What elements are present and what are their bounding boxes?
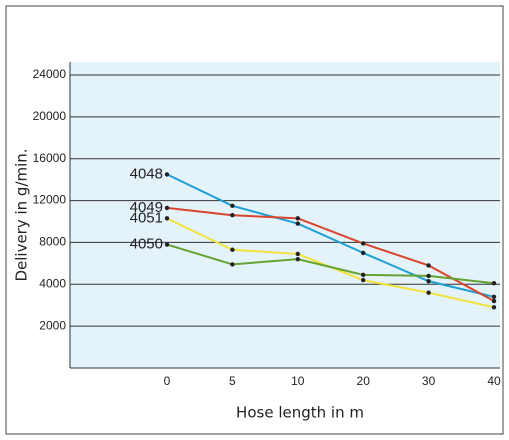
y-tick-label: 8000 [39,235,66,249]
x-axis-title: Hose length in m [236,404,364,422]
series-line [166,173,495,298]
y-axis-title: Delivery in g/min. [13,148,31,281]
series-label: 4050 [130,235,163,252]
y-tick-label: 2000 [39,318,66,332]
y-tick-label: 24000 [33,67,67,81]
data-point [426,290,431,295]
data-point [361,277,366,283]
data-point [426,263,431,268]
x-tick-label: 30 [422,374,436,388]
data-point [295,216,300,221]
data-point [361,241,366,246]
x-tick-label: 10 [291,374,305,388]
x-tick-label: 5 [229,374,236,388]
data-point [164,172,170,177]
series-label: 4051 [130,209,163,226]
data-point [295,251,300,257]
data-point [230,203,235,209]
data-point [361,250,366,256]
y-tick-label: 16000 [33,151,67,165]
y-tick-label: 20000 [33,109,67,123]
data-point [491,294,497,300]
plot-area [70,62,500,368]
x-tick-label: 20 [357,374,371,388]
series-line [166,206,495,302]
data-point [491,298,497,304]
data-point [230,247,235,252]
data-point [164,205,170,211]
data-point [164,216,170,221]
data-point [230,262,235,267]
y-tick-label: 4000 [39,276,66,290]
data-point [361,272,366,278]
data-point [295,221,300,226]
series-line [166,243,495,285]
x-tick-label: 0 [164,374,171,388]
y-tick-label: 12000 [33,193,67,207]
series-label: 4048 [130,165,163,182]
x-tick-label: 40 [487,374,501,388]
data-point [491,305,497,310]
data-point [426,273,431,279]
data-point [230,213,235,218]
data-point [426,278,431,284]
series-label: 4049 [130,199,163,216]
data-point [164,242,170,247]
data-point [295,256,300,262]
data-point [491,281,497,286]
